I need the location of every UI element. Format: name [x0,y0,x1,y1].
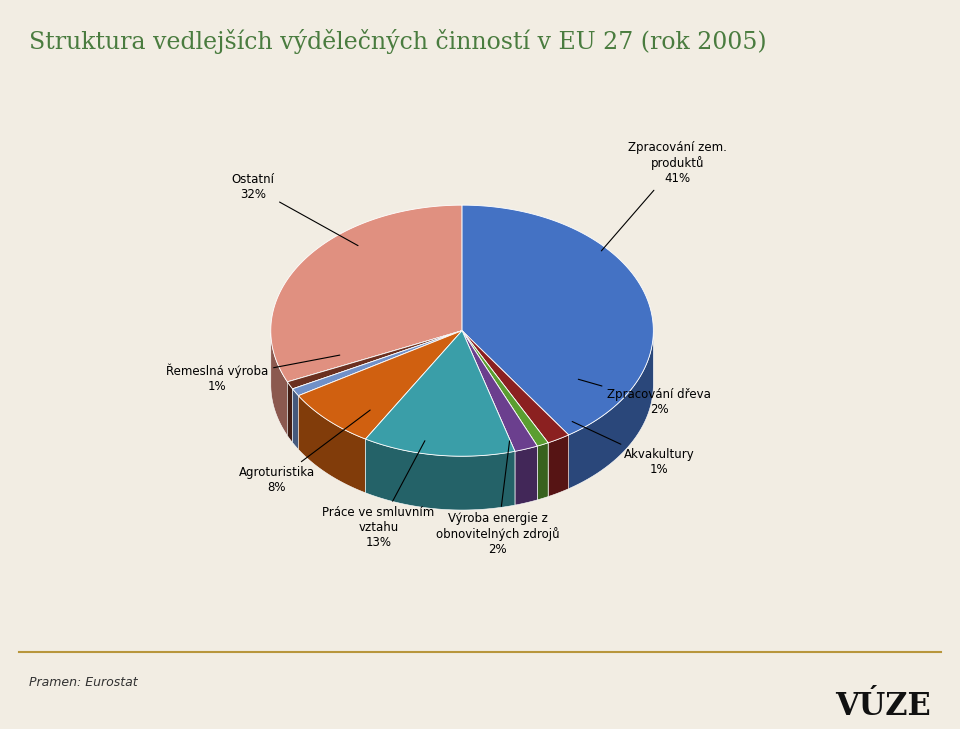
Polygon shape [538,443,548,500]
Text: Výroba energie z
obnovitelných zdrojů
2%: Výroba energie z obnovitelných zdrojů 2% [436,441,560,556]
Polygon shape [462,331,515,505]
Text: Ostatní
32%: Ostatní 32% [231,174,358,246]
Polygon shape [287,331,462,436]
Text: Zpracování zem.
produktů
41%: Zpracování zem. produktů 41% [601,141,727,251]
Polygon shape [299,396,366,493]
Polygon shape [462,331,538,500]
Polygon shape [271,205,462,382]
Polygon shape [366,439,515,510]
Text: Práce ve smluvním
vztahu
13%: Práce ve smluvním vztahu 13% [323,441,435,550]
Polygon shape [293,331,462,443]
Polygon shape [462,331,548,496]
Polygon shape [548,435,568,496]
Polygon shape [366,331,462,493]
Text: VÚZE: VÚZE [835,690,931,722]
Polygon shape [462,331,538,500]
Polygon shape [299,331,462,450]
Text: Akvakultury
1%: Akvakultury 1% [572,421,695,476]
Polygon shape [299,331,462,450]
Polygon shape [287,331,462,436]
Polygon shape [293,331,462,443]
Polygon shape [462,205,654,435]
Polygon shape [287,382,293,443]
Polygon shape [462,331,538,451]
Polygon shape [271,332,287,436]
Polygon shape [462,331,568,488]
Polygon shape [366,331,515,456]
Text: Zpracování dřeva
2%: Zpracování dřeva 2% [578,379,711,416]
Polygon shape [299,331,462,439]
Polygon shape [462,331,548,496]
Polygon shape [462,331,568,443]
Polygon shape [293,331,462,396]
Text: Pramen: Eurostat: Pramen: Eurostat [29,676,137,689]
Text: Agroturistika
8%: Agroturistika 8% [239,410,371,494]
Text: Řemeslná výroba
1%: Řemeslná výroba 1% [166,355,340,393]
Polygon shape [293,389,299,450]
Polygon shape [462,331,548,446]
Polygon shape [462,331,568,488]
Polygon shape [287,331,462,389]
Polygon shape [366,331,462,493]
Polygon shape [462,331,515,505]
Polygon shape [515,446,538,505]
Text: Struktura vedlejších výdělečných činností v EU 27 (rok 2005): Struktura vedlejších výdělečných činnost… [29,29,766,54]
Polygon shape [568,332,654,488]
